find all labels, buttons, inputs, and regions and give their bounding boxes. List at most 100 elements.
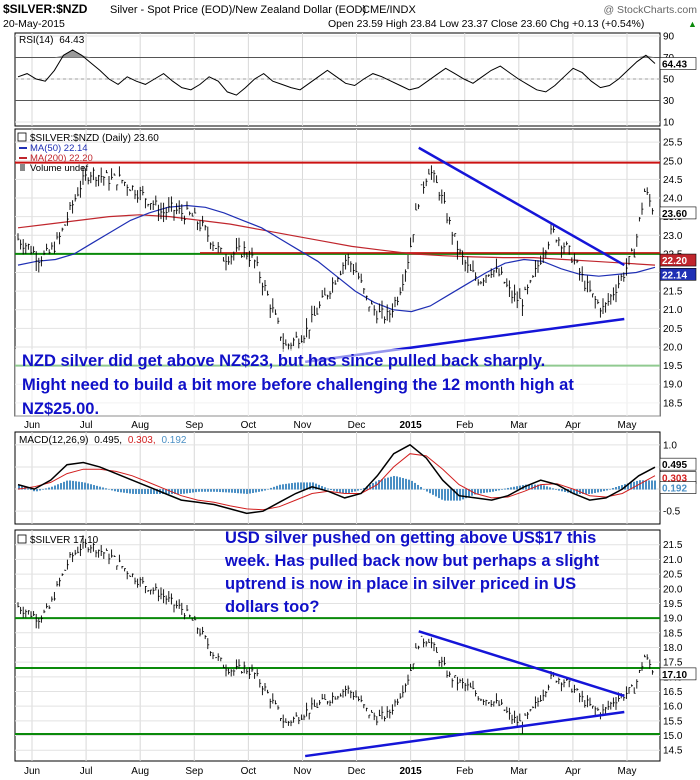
- macd-hist-bar: [540, 484, 542, 490]
- macd-hist-bar: [111, 489, 113, 491]
- ma200-line: [17, 214, 656, 266]
- price-tag-price-bg: [659, 206, 697, 220]
- y-tick-label-0: 18.5: [663, 398, 683, 409]
- macd-tag-2-bg: [659, 481, 697, 494]
- macd-hist-bar: [429, 489, 431, 494]
- macd-hist-bar: [405, 478, 407, 490]
- macd-hist-bar: [75, 481, 77, 490]
- header-exchange: CME/INDX: [362, 4, 416, 16]
- macd-hist-bar: [504, 488, 506, 490]
- macd-hist-bar: [426, 489, 428, 492]
- macd-hist-bar: [396, 476, 398, 490]
- macd-hist-bar: [480, 489, 482, 494]
- month-label-Aug: Aug: [131, 766, 149, 777]
- macd-hist-bar: [408, 479, 410, 490]
- macd-hist-bar: [264, 489, 266, 491]
- month-label-Sep: Sep: [185, 766, 203, 777]
- macd-hist-bar: [474, 489, 476, 495]
- macd-hist-bar: [66, 480, 68, 490]
- macd-hist-bar: [222, 489, 224, 493]
- usd-x-axis: Jun Jul Aug Sep Oct Nov Dec 2015 Feb Mar Apr May: [24, 766, 637, 777]
- macd-hist-bar: [225, 489, 227, 493]
- macd-hist-bar: [45, 488, 47, 490]
- macd-hist-bar: [336, 489, 338, 492]
- macd-hist-bar: [42, 489, 44, 490]
- macd-hist-bar: [411, 480, 413, 490]
- macd-hist-bar: [276, 485, 278, 490]
- macd-hist-bar: [114, 489, 116, 492]
- rsi-line: [17, 49, 656, 96]
- macd-histogram: [18, 475, 656, 501]
- macd-hist-bar: [282, 484, 284, 490]
- macd-hist-bar: [513, 486, 515, 490]
- y-tick-label-12: 20.5: [663, 570, 683, 581]
- macd-hist-bar: [546, 486, 548, 490]
- macd-hist-bar: [564, 489, 566, 492]
- macd-hist-bar: [153, 489, 155, 494]
- macd-hist-bar: [630, 482, 632, 490]
- macd-hist-bar: [321, 486, 323, 490]
- y-tick-label-7: 18.0: [663, 643, 683, 654]
- y-tick-label-11: 20.0: [663, 584, 683, 595]
- y-tick-label-6: 17.5: [663, 658, 683, 669]
- y-tick-label-14: 21.5: [663, 540, 683, 551]
- macd-hist-bar: [30, 489, 32, 491]
- macd-hist-bar: [249, 489, 251, 494]
- macd-hist-bar: [342, 489, 344, 494]
- macd-hist-bar: [393, 475, 395, 490]
- macd-label-hist: 0.192: [161, 435, 186, 446]
- rsi-last-tag: 64.43: [659, 57, 697, 70]
- macd-hist-bar: [300, 482, 302, 490]
- macd-hist-bar: [183, 489, 185, 494]
- price-legend-box-icon: [17, 132, 27, 142]
- month-label-Jun: Jun: [24, 420, 40, 431]
- macd-hist-bar: [330, 489, 332, 491]
- price-panel: 18.519.019.520.020.521.021.522.022.523.0…: [14, 128, 697, 419]
- macd-hist-bar: [84, 482, 86, 490]
- macd-hist-bar: [618, 486, 620, 490]
- y-tick-label-9: 19.0: [663, 614, 683, 625]
- macd-hist-bar: [642, 480, 644, 490]
- macd-hist-bar: [435, 489, 437, 497]
- macd-hist-bar: [21, 485, 23, 490]
- macd-hist-bar: [459, 489, 461, 501]
- macd-hist-bar: [318, 484, 320, 490]
- macd-tag-2: 0.192: [662, 484, 687, 495]
- y-tick-label-13: 21.0: [663, 555, 683, 566]
- usd-uptrend-line: [304, 710, 625, 758]
- macd-hist-bar: [150, 489, 152, 494]
- macd-hist-bar: [141, 489, 143, 494]
- macd-hist-bar: [510, 487, 512, 490]
- month-label-May: May: [618, 766, 637, 777]
- macd-hist-bar: [234, 489, 236, 493]
- macd-hist-bar: [333, 489, 335, 491]
- macd-hist-bar: [378, 480, 380, 490]
- macd-hist-bar: [237, 489, 239, 494]
- y-tick-label-9: 23.0: [663, 231, 683, 242]
- macd-hist-bar: [552, 488, 554, 490]
- macd-hist-bar: [174, 489, 176, 494]
- macd-hist-bar: [357, 489, 359, 491]
- rsi-last-value-tag: 64.43: [662, 59, 687, 70]
- macd-hist-bar: [570, 489, 572, 494]
- macd-hist-bar: [339, 489, 341, 493]
- month-label-Dec: Dec: [348, 420, 366, 431]
- y-tick-label-4: 20.5: [663, 324, 683, 335]
- y-tick-label-8: 18.5: [663, 628, 683, 639]
- y-tick-label-14: 25.5: [663, 138, 683, 149]
- y-tick-label-3: 16.0: [663, 702, 683, 713]
- month-label-Mar: Mar: [510, 766, 528, 777]
- macd-hist-bar: [537, 484, 539, 490]
- macd-hist-bar: [39, 489, 41, 491]
- macd-hist-bar: [72, 480, 74, 490]
- annotation-backdrop: [15, 349, 660, 419]
- usd-axis-ticks: 14.515.015.516.016.517.017.518.018.519.0…: [663, 540, 683, 756]
- macd-hist-bar: [291, 483, 293, 490]
- macd-hist-bar: [258, 489, 260, 492]
- macd-hist-bar: [180, 489, 182, 494]
- macd-hist-bar: [414, 482, 416, 490]
- macd-hist-bar: [156, 489, 158, 494]
- macd-hist-bar: [219, 489, 221, 493]
- y-tick-label-1: 19.0: [663, 380, 683, 391]
